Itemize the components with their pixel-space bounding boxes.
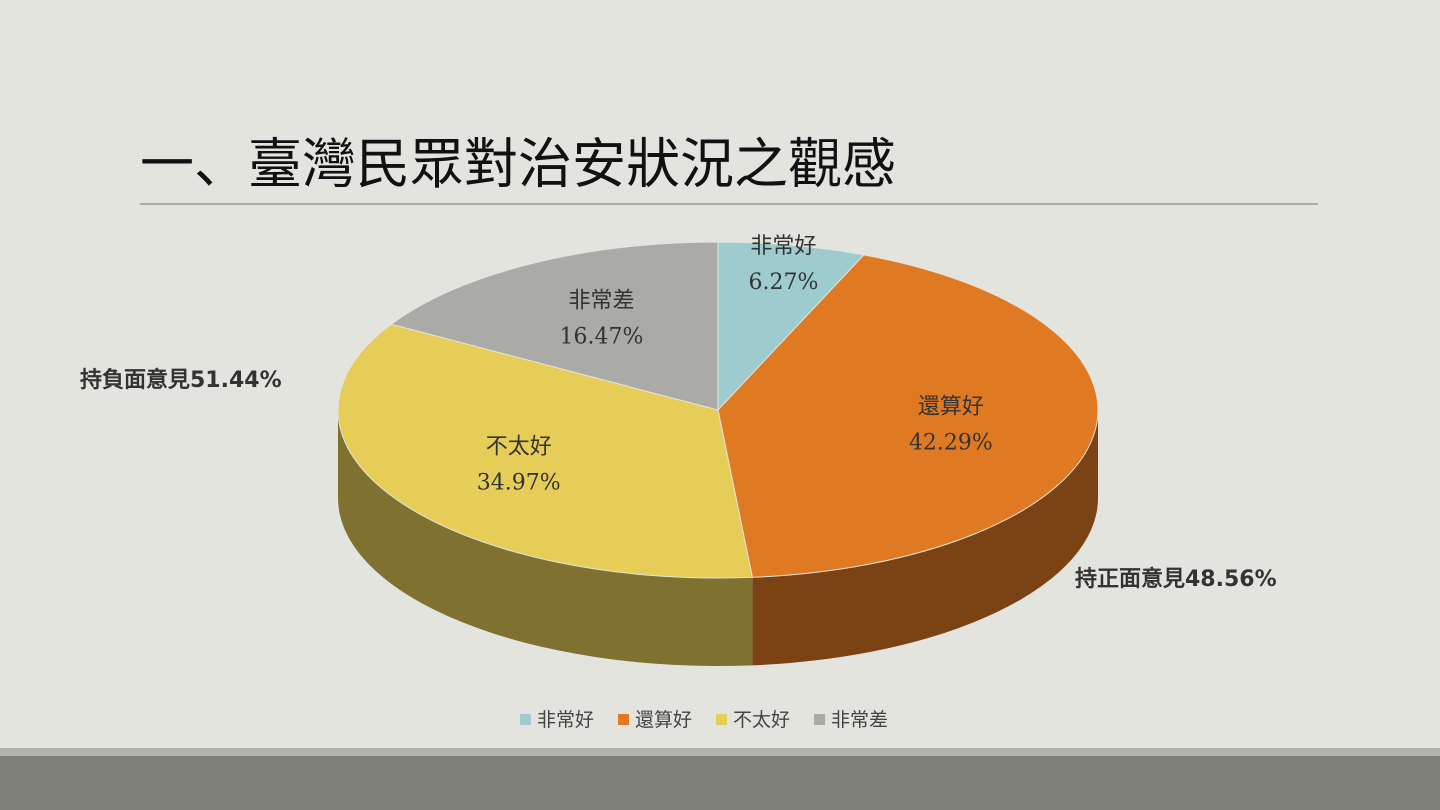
slice-side bbox=[338, 410, 753, 666]
data-label-category: 還算好 bbox=[918, 395, 984, 420]
legend-swatch bbox=[716, 714, 728, 725]
legend-label: 非常差 bbox=[831, 709, 888, 731]
legend-label: 非常好 bbox=[537, 709, 594, 731]
slice bbox=[337, 323, 753, 579]
legend-swatch bbox=[814, 714, 826, 725]
data-label-category: 非常差 bbox=[568, 288, 634, 313]
data-label-value: 34.97% bbox=[477, 471, 561, 496]
data-label-category: 非常好 bbox=[750, 234, 816, 259]
slice bbox=[390, 241, 719, 411]
data-label-value: 16.47% bbox=[560, 324, 644, 349]
chart-title: 一、臺灣民眾對治安狀況之觀感 bbox=[140, 133, 896, 196]
slice bbox=[717, 241, 865, 412]
data-label-value: 6.27% bbox=[748, 270, 818, 295]
slice-side bbox=[752, 410, 1098, 666]
legend-swatch bbox=[618, 714, 630, 725]
annotation: 持正面意見48.56% bbox=[1075, 566, 1277, 592]
data-label-value: 42.29% bbox=[909, 431, 993, 456]
legend-label: 還算好 bbox=[635, 709, 692, 731]
footer-strip bbox=[0, 748, 1440, 756]
legend-label: 不太好 bbox=[733, 709, 790, 731]
annotation: 持負面意見51.44% bbox=[80, 367, 282, 393]
legend-swatch bbox=[520, 714, 531, 725]
footer-band bbox=[0, 756, 1440, 810]
data-label-category: 不太好 bbox=[486, 435, 552, 460]
slice bbox=[717, 254, 1099, 578]
